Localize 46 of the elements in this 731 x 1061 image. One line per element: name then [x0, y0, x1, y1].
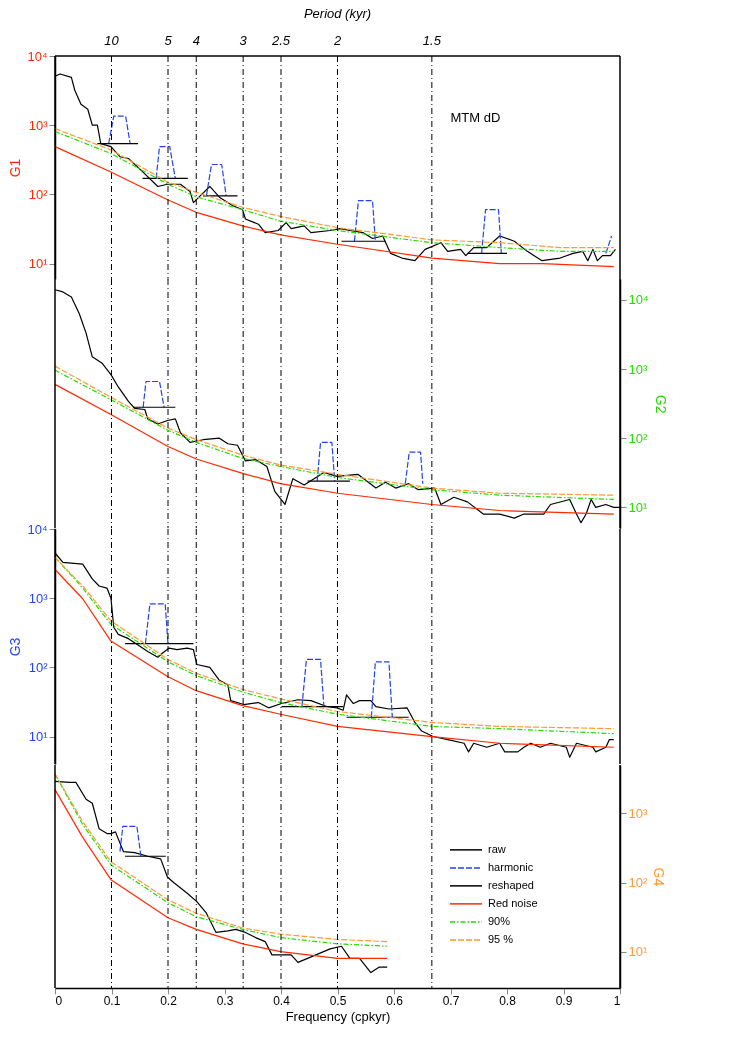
- legend-label: raw: [488, 842, 506, 855]
- x-tick-label: 0.7: [442, 994, 460, 1009]
- y-tick-label: 10⁴: [27, 521, 48, 537]
- y-tick-label: 10¹: [28, 256, 49, 272]
- y-tick-label: 10¹: [628, 499, 648, 515]
- x-tick-label: 0.3: [216, 994, 234, 1009]
- text: Period (kyr): [303, 6, 372, 21]
- legend-label: harmonic: [488, 860, 534, 873]
- y-tick-label: 10³: [28, 590, 49, 606]
- y-axis-title: G4: [651, 867, 668, 887]
- x-tick-label: 1: [613, 994, 621, 1009]
- annotation: MTM dD: [450, 110, 501, 126]
- legend-label: reshaped: [488, 878, 534, 891]
- y-axis-title: G3: [7, 637, 24, 657]
- legend-label: 95 %: [488, 932, 514, 945]
- x-tick-label: 0.6: [386, 994, 404, 1009]
- annotation: 1.5: [422, 33, 442, 48]
- annotation: 10: [104, 33, 120, 48]
- x-tick-label: 0: [55, 994, 63, 1009]
- annotation: 2.5: [270, 33, 291, 48]
- x-tick-label: 0.1: [103, 994, 121, 1009]
- y-tick-label: 10³: [628, 361, 648, 377]
- x-tick-label: 0.9: [555, 994, 573, 1009]
- y-tick-label: 10⁴: [27, 48, 48, 64]
- legend-label: 90%: [488, 914, 511, 927]
- y-tick-label: 10²: [628, 430, 648, 446]
- y-tick-label: 10¹: [628, 944, 648, 960]
- legend-label: Red noise: [488, 896, 538, 909]
- x-tick-label: 0.8: [499, 994, 517, 1009]
- annotation: 4: [192, 33, 200, 48]
- y-axis-title: G1: [7, 158, 24, 178]
- y-tick-label: 10⁴: [628, 292, 649, 308]
- y-tick-label: 10¹: [28, 729, 49, 745]
- x-tick-label: 0.4: [273, 994, 291, 1009]
- x-axis-title: Frequency (cpkyr): [285, 1009, 391, 1025]
- y-tick-label: 10²: [628, 875, 648, 891]
- annotation: 5: [164, 33, 173, 48]
- y-tick-label: 10²: [28, 186, 49, 202]
- annotation: 3: [239, 33, 248, 48]
- y-tick-label: 10³: [628, 805, 648, 821]
- y-axis-title: G2: [652, 394, 669, 414]
- x-tick-label: 0.5: [329, 994, 347, 1009]
- annotation: 2: [332, 33, 342, 48]
- y-tick-label: 10²: [28, 659, 49, 675]
- x-tick-label: 0.2: [160, 994, 178, 1009]
- y-tick-label: 10³: [28, 117, 49, 133]
